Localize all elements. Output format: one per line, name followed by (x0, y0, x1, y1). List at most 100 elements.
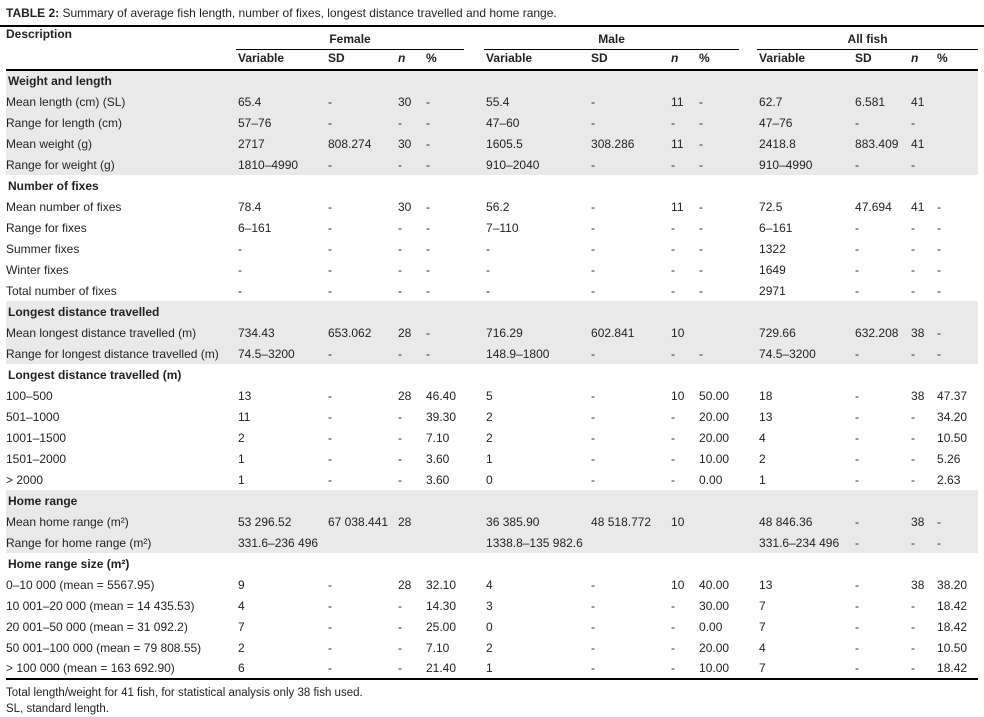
cell-male-sd: - (591, 451, 596, 466)
cell-female-n: - (398, 619, 402, 634)
cell-female-sd: 67 038.441 (328, 514, 389, 529)
cell-female-variable: 11 (238, 409, 251, 424)
cell-female-sd: 808.274 (328, 136, 372, 151)
cell-allfish-pct (935, 133, 978, 154)
cell-female-sd: - (328, 199, 332, 214)
cell-male-variable: 1338.8–135 982.6 (486, 535, 583, 550)
col-header-allfish-sd: SD (853, 49, 910, 71)
cell-gap (739, 448, 757, 469)
cell-allfish-sd: - (855, 346, 860, 361)
cell-male-sd: - (591, 346, 596, 361)
cell-gap (739, 154, 757, 175)
cell-gap (739, 343, 757, 364)
cell-allfish-variable: 729.66 (759, 325, 796, 340)
cell-female-sd: - (328, 94, 332, 109)
cell-allfish-sd: - (855, 535, 860, 550)
cell-female-pct: - (426, 199, 430, 214)
cell-male-variable: 4 (486, 577, 493, 592)
cell-allfish-pct: - (937, 199, 942, 214)
cell-female-sd: - (328, 241, 332, 256)
cell-gap (464, 469, 484, 490)
cell-allfish-pct: 47.37 (937, 388, 968, 403)
table-row: 1001–1500 2 - - 7.10 2 - - 20.00 4 - - 10.50 (6, 427, 978, 448)
table-row: 10 001–20 000 (mean = 14 435.53) 4 - - 14.30… (6, 595, 978, 616)
table-row: 0–10 000 (mean = 5567.95) 9 - 28 32.10 4 - 10 40… (6, 574, 978, 595)
cell-female-n: - (398, 430, 402, 445)
cell-male-sd: - (591, 619, 596, 634)
cell-description: Range for weight (g) (6, 157, 115, 172)
table-caption: TABLE 2: Summary of average fish length,… (0, 0, 984, 27)
cell-male-variable: 2 (486, 409, 493, 424)
table-row: Range for longest distance travelled (m)… (6, 343, 979, 364)
cell-allfish-n: - (911, 262, 916, 277)
cell-description: Range for longest distance travelled (m) (6, 346, 219, 361)
cell-male-n: - (671, 157, 676, 172)
table-caption-text: Summary of average fish length, number o… (59, 6, 557, 20)
cell-gap (464, 658, 485, 680)
cell-male-variable: 7–110 (486, 220, 519, 235)
cell-male-n: 11 (671, 94, 684, 109)
cell-female-n: 28 (398, 325, 412, 340)
cell-female-n: - (398, 640, 402, 655)
cell-allfish-n: - (911, 115, 916, 130)
cell-gap (464, 448, 484, 469)
cell-allfish-n: - (911, 472, 916, 487)
cell-allfish-sd: 6.581 (855, 94, 886, 109)
cell-male-variable: 1 (484, 658, 590, 680)
cell-description: Total number of fixes (6, 283, 117, 298)
cell-female-pct: 25.00 (426, 619, 457, 634)
cell-allfish-sd: 632.208 (855, 325, 899, 340)
cell-male-variable: - (486, 262, 491, 277)
cell-female-variable: 1810–4990 (238, 157, 299, 172)
cell-allfish-n: - (911, 598, 916, 613)
cell-male-pct: 20.00 (699, 409, 730, 424)
cell-allfish-n: - (911, 619, 916, 634)
cell-male-sd: - (591, 220, 596, 235)
cell-male-sd: - (591, 241, 596, 256)
col-header-female-variable: Variable (236, 49, 326, 71)
table-row: Mean home range (m²) 53 296.52 67 038.441 2… (6, 511, 979, 532)
section-title: Longest distance travelled (m) (8, 367, 182, 382)
cell-gap (739, 658, 758, 680)
cell-description: 20 001–50 000 (mean = 31 092.2) (6, 619, 188, 634)
cell-male-n: 11 (671, 199, 684, 214)
cell-allfish-pct: 2.63 (937, 472, 961, 487)
group-header-female: Female (236, 27, 465, 50)
cell-allfish-variable: 6–161 (759, 220, 793, 235)
cell-female-sd: - (328, 115, 332, 130)
cell-male-sd: - (591, 640, 596, 655)
cell-male-n: - (671, 262, 676, 277)
cell-male-sd: 48 518.772 (591, 514, 652, 529)
footnote-sample-size: Total length/weight for 41 fish, for sta… (6, 687, 363, 699)
section-header-row: Longest distance travelled (m) (6, 364, 978, 385)
cell-gap (739, 616, 757, 637)
cell-allfish-n: - (911, 451, 916, 466)
cell-allfish-sd: - (855, 430, 860, 445)
cell-female-variable: 734.43 (238, 325, 275, 340)
group-header-male: Male (484, 27, 740, 50)
cell-female-variable: 6 (236, 658, 326, 680)
cell-female-pct: - (426, 241, 430, 256)
col-header-allfish-variable: Variable (757, 49, 854, 71)
cell-allfish-pct: 34.20 (937, 409, 968, 424)
col-header-female-pct: % (424, 49, 465, 71)
cell-description: > 2000 (6, 472, 44, 487)
col-header-description: Description (6, 27, 236, 71)
summary-table: Description Female Male All fish Variabl… (6, 27, 979, 680)
cell-male-pct (697, 322, 739, 343)
cell-female-sd: - (328, 346, 332, 361)
cell-gap (464, 427, 484, 448)
cell-allfish-variable: 48 846.36 (759, 514, 813, 529)
table-row: Winter fixes - - - - - - - - 1649 - - - (6, 259, 978, 280)
section-header-row: Home range (6, 490, 979, 511)
cell-female-variable: - (238, 241, 242, 256)
cell-gap (739, 112, 757, 133)
cell-male-variable: 56.2 (486, 199, 510, 214)
table-row: 501–1000 11 - - 39.30 2 - - 20.00 13 - - 34.20 (6, 406, 978, 427)
cell-male-n: - (671, 115, 676, 130)
col-header-allfish-n: n (909, 49, 936, 71)
cell-description: 100–500 (6, 388, 53, 403)
cell-description: Range for length (cm) (6, 115, 123, 130)
cell-description: 1001–1500 (6, 430, 67, 445)
cell-gap (739, 196, 757, 217)
